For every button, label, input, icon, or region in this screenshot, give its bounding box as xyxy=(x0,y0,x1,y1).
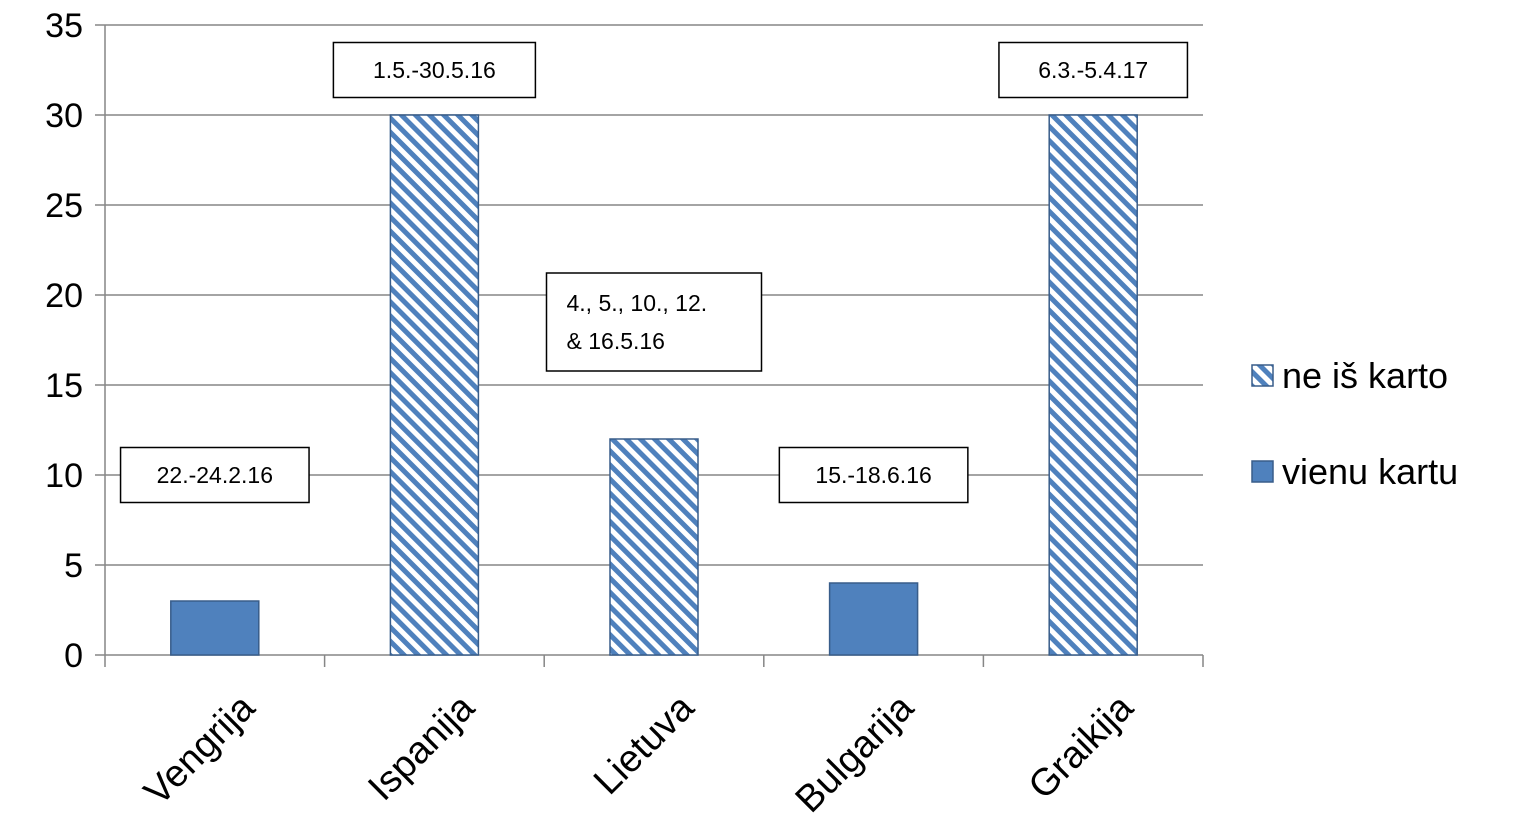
annotation-bulgarija: 15.-18.6.16 xyxy=(778,446,969,504)
annotation-text: 6.3.-5.4.17 xyxy=(1038,57,1148,83)
annotation-ispanija: 1.5.-30.5.16 xyxy=(332,41,537,99)
legend: ne iš karto vienu kartu xyxy=(1251,355,1458,492)
annotation-lietuva: 4., 5., 10., 12. & 16.5.16 xyxy=(545,272,763,372)
x-tick-label: Bulgarija xyxy=(788,686,923,821)
legend-swatch xyxy=(1251,460,1274,483)
annotation-box xyxy=(545,272,763,372)
x-tick-label: Vengrija xyxy=(136,686,263,813)
legend-swatch xyxy=(1251,364,1274,387)
y-tick-label: 25 xyxy=(45,187,83,225)
annotation-text: & 16.5.16 xyxy=(567,328,665,354)
x-tick-label: Graikija xyxy=(1021,686,1142,807)
y-tick-label: 35 xyxy=(45,7,83,45)
y-tick-label: 5 xyxy=(64,547,83,585)
annotation-text: 1.5.-30.5.16 xyxy=(373,57,496,83)
annotation-vengrija: 22.-24.2.16 xyxy=(119,446,310,504)
legend-item-vienu-kartu: vienu kartu xyxy=(1251,451,1458,492)
annotation-text: 22.-24.2.16 xyxy=(157,462,273,488)
y-tick-label: 10 xyxy=(45,457,83,495)
bar-graikija xyxy=(1048,114,1138,656)
y-tick-label: 0 xyxy=(64,637,83,675)
legend-item-ne-is-karto: ne iš karto xyxy=(1251,355,1448,396)
annotations: 22.-24.2.16 1.5.-30.5.16 4., 5., 10., 12. &… xyxy=(119,41,1189,504)
legend-label: ne iš karto xyxy=(1282,355,1448,396)
y-tick-label: 15 xyxy=(45,367,83,405)
bar-lietuva xyxy=(609,438,699,656)
annotation-box xyxy=(332,41,537,99)
x-tick-label: Ispanija xyxy=(360,686,483,809)
annotation-box xyxy=(998,41,1189,99)
bar-vengrija xyxy=(170,600,260,656)
bar-ispanija xyxy=(389,114,480,656)
legend-label: vienu kartu xyxy=(1282,451,1458,492)
axes: 0 5 10 15 20 25 30 35 Vengrija Ispanija Lietuva Bul… xyxy=(45,7,1204,821)
annotation-graikija: 6.3.-5.4.17 xyxy=(998,41,1189,99)
bar-bulgarija xyxy=(828,582,919,656)
annotation-text: 15.-18.6.16 xyxy=(815,462,931,488)
annotation-box xyxy=(119,446,310,504)
y-tick-label: 20 xyxy=(45,277,83,315)
annotation-box xyxy=(778,446,969,504)
x-tick-label: Lietuva xyxy=(586,686,703,803)
bars xyxy=(170,114,1138,656)
y-tick-label: 30 xyxy=(45,97,83,135)
annotation-text: 4., 5., 10., 12. xyxy=(567,290,708,316)
